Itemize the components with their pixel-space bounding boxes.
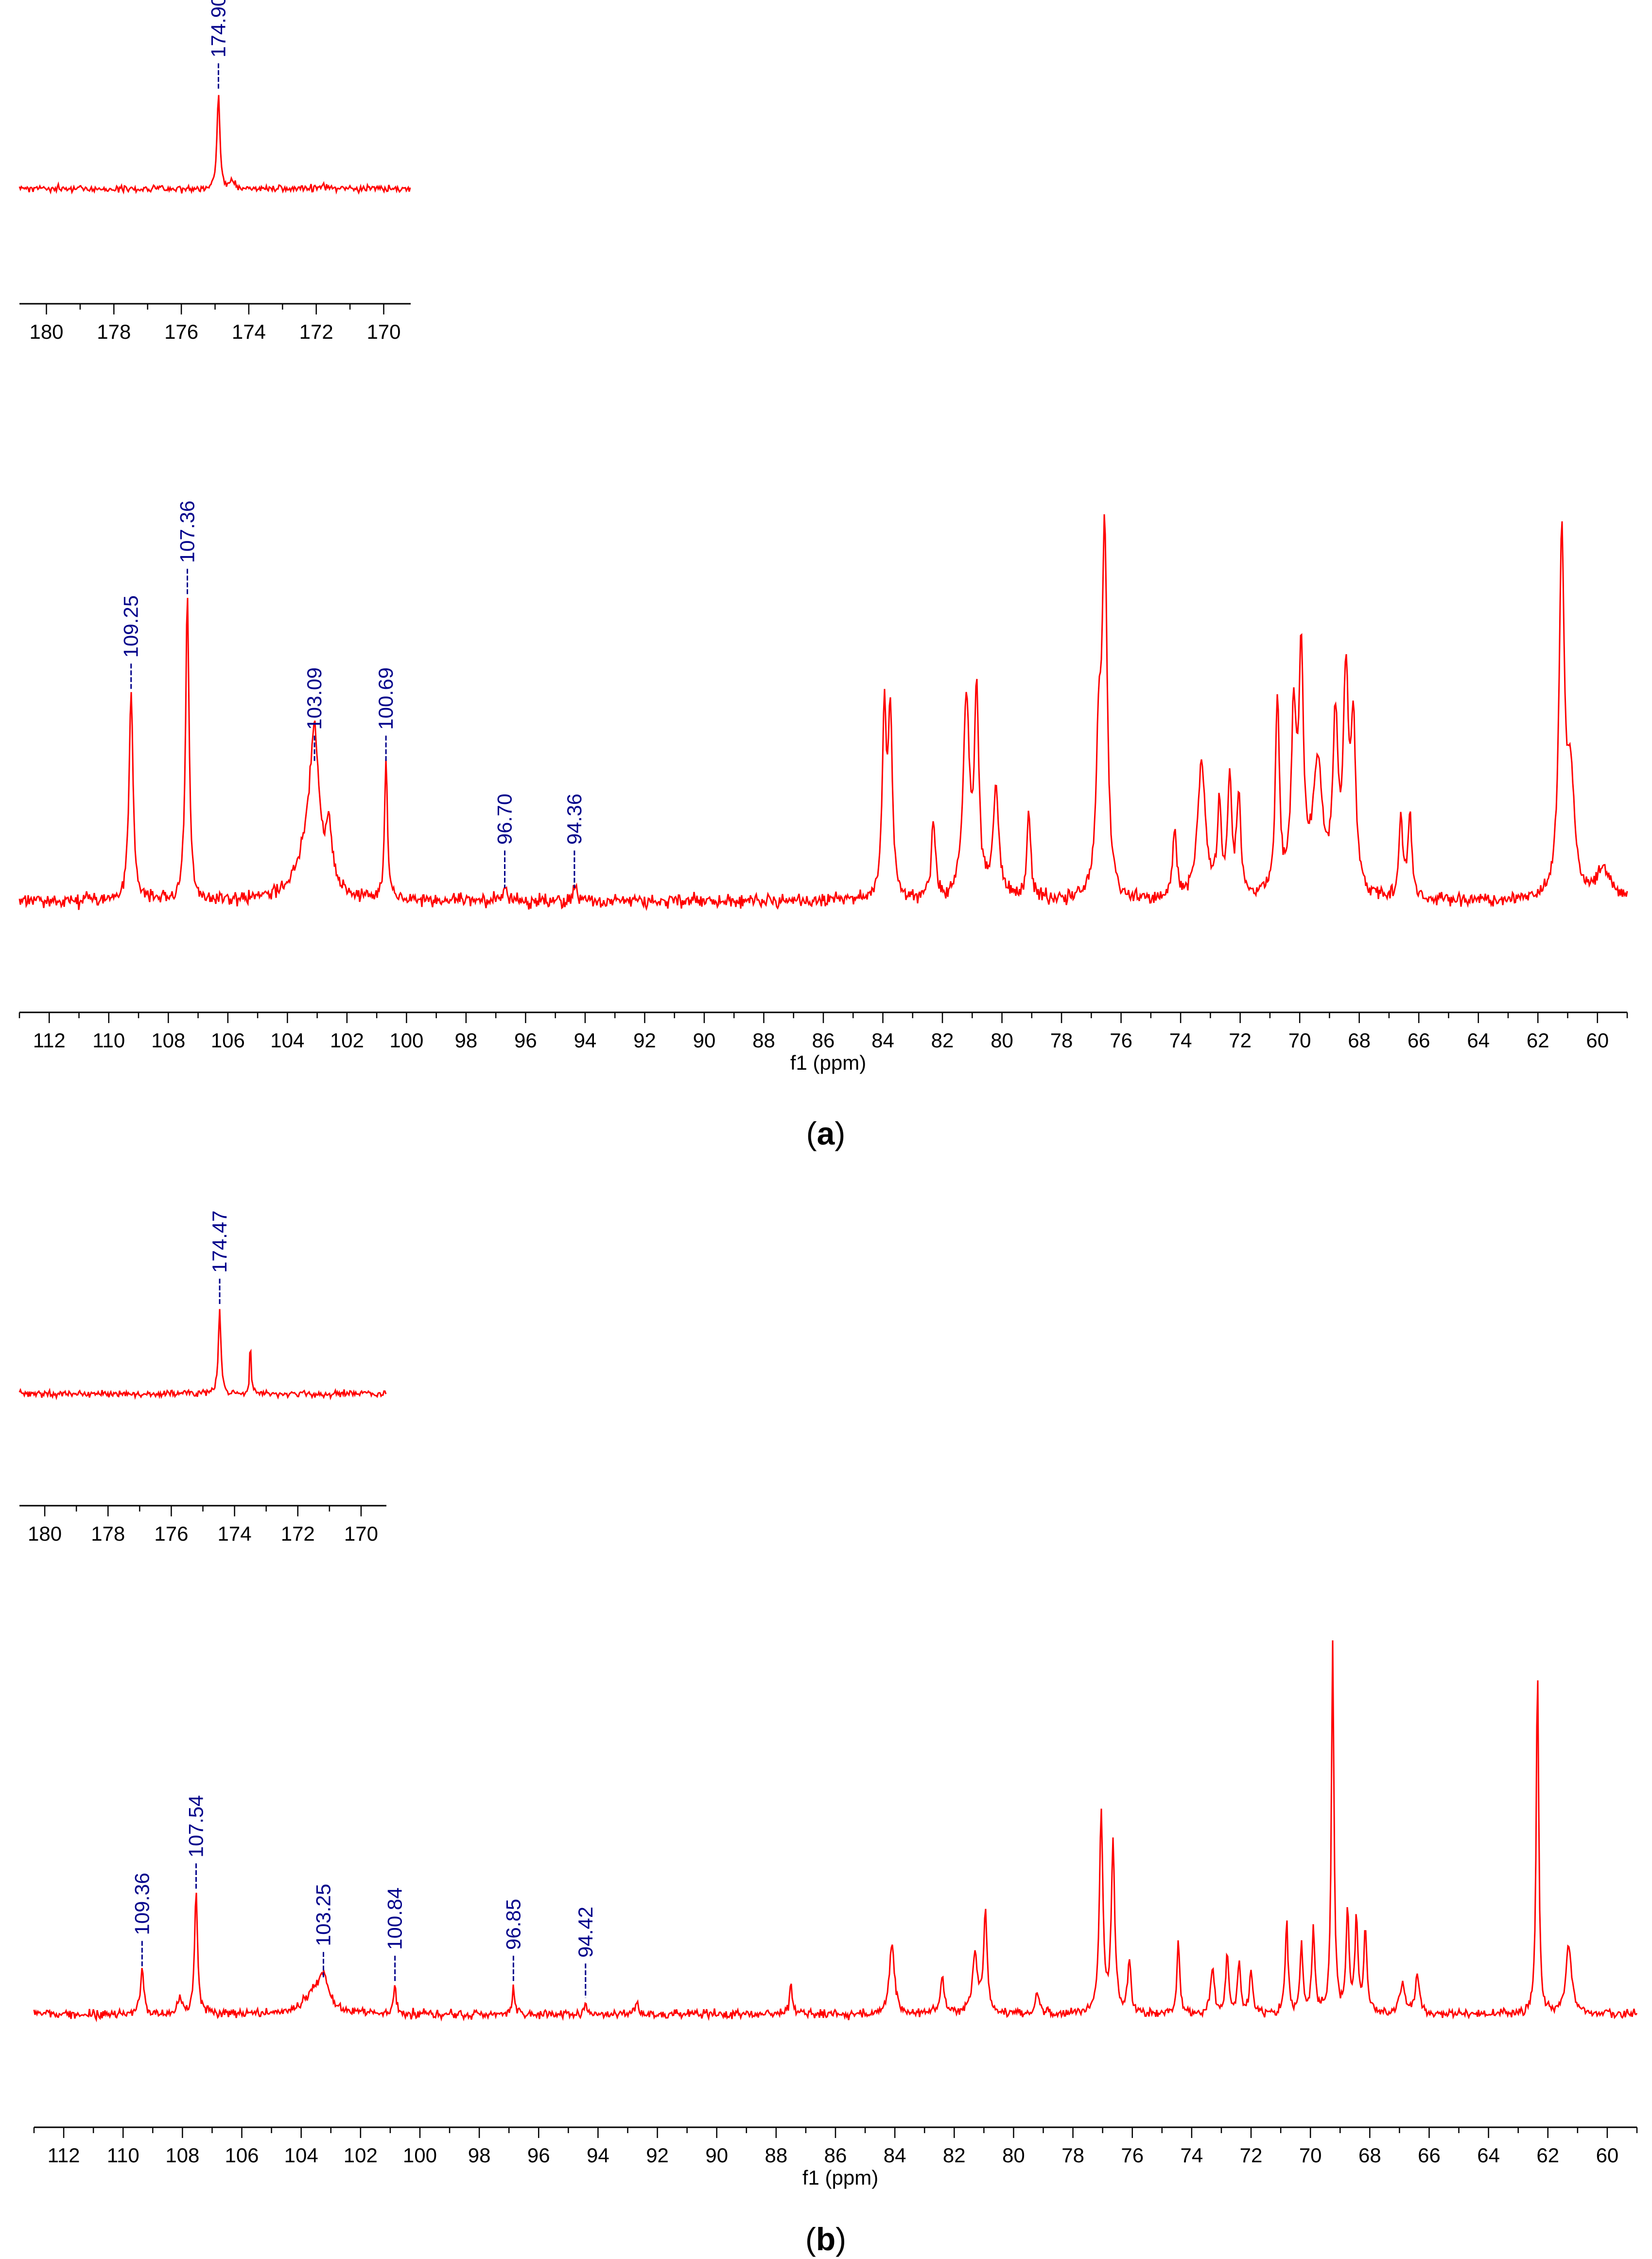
tick-label: 76 — [1121, 2144, 1144, 2167]
peak-label: 94.36 — [563, 794, 586, 845]
tick-label: 94 — [574, 1029, 597, 1052]
tick-label: 94 — [587, 2144, 609, 2167]
peak-label: 100.84 — [383, 1888, 406, 1950]
tick-label: 98 — [468, 2144, 491, 2167]
tick-label: 82 — [931, 1029, 954, 1052]
peak-label: 96.85 — [502, 1899, 524, 1950]
panel-b-caption: (b) — [805, 2221, 846, 2257]
tick-label: 92 — [633, 1029, 656, 1052]
peak-label: 109.25 — [120, 595, 142, 658]
tick-label: 70 — [1288, 1029, 1311, 1052]
tick-label: 178 — [97, 320, 131, 343]
tick-label: 170 — [344, 1522, 378, 1545]
tick-label: 100 — [389, 1029, 423, 1052]
tick-label: 60 — [1586, 1029, 1609, 1052]
tick-label: 70 — [1299, 2144, 1322, 2167]
spectrum-trace — [18, 514, 1628, 911]
tick-label: 96 — [527, 2144, 550, 2167]
x-axis-title: f1 (ppm) — [790, 1051, 866, 1074]
tick-label: 176 — [164, 320, 198, 343]
peak-label: 107.36 — [176, 501, 199, 563]
tick-label: 106 — [211, 1029, 245, 1052]
tick-label: 112 — [33, 1029, 66, 1052]
tick-label: 88 — [765, 2144, 787, 2167]
tick-label: 64 — [1467, 1029, 1490, 1052]
tick-label: 112 — [48, 2144, 80, 2167]
tick-label: 96 — [514, 1029, 537, 1052]
tick-label: 64 — [1477, 2144, 1500, 2167]
tick-label: 174 — [232, 320, 266, 343]
peak-label: 96.70 — [493, 794, 516, 845]
x-axis-title: f1 (ppm) — [802, 2166, 878, 2189]
tick-label: 78 — [1061, 2144, 1084, 2167]
tick-label: 172 — [281, 1522, 315, 1545]
tick-label: 68 — [1348, 1029, 1371, 1052]
peak-label: 109.36 — [130, 1873, 153, 1935]
tick-label: 174 — [218, 1522, 252, 1545]
tick-label: 62 — [1536, 2144, 1559, 2167]
spectrum-trace — [18, 95, 411, 195]
tick-label: 74 — [1181, 2144, 1203, 2167]
peak-label: 174.47 — [208, 1211, 231, 1273]
tick-label: 86 — [824, 2144, 847, 2167]
tick-label: 180 — [29, 320, 63, 343]
tick-label: 98 — [455, 1029, 478, 1052]
tick-label: 84 — [884, 2144, 906, 2167]
peak-label: 94.42 — [574, 1907, 597, 1958]
tick-label: 104 — [284, 2144, 318, 2167]
tick-label: 102 — [344, 2144, 378, 2167]
tick-label: 88 — [752, 1029, 775, 1052]
tick-label: 84 — [871, 1029, 894, 1052]
tick-label: 74 — [1169, 1029, 1192, 1052]
peak-label: 174.90 — [207, 0, 229, 57]
panel-a-caption: (a) — [806, 1115, 846, 1151]
panel-b-inset-spectrum: 180 178 176 174 172 170 174.47 — [18, 1211, 387, 1545]
tick-label: 106 — [225, 2144, 259, 2167]
tick-label: 178 — [91, 1522, 125, 1545]
tick-label: 72 — [1240, 2144, 1263, 2167]
peak-label: 100.69 — [374, 667, 397, 730]
spectrum-trace — [18, 1309, 387, 1401]
tick-label: 86 — [812, 1029, 835, 1052]
spectrum-trace — [33, 1640, 1638, 2023]
tick-label: 78 — [1050, 1029, 1073, 1052]
tick-label: 170 — [366, 320, 400, 343]
tick-label: 60 — [1596, 2144, 1619, 2167]
tick-label: 90 — [693, 1029, 716, 1052]
tick-label: 76 — [1110, 1029, 1132, 1052]
tick-label: 92 — [646, 2144, 669, 2167]
peak-label: 103.25 — [312, 1884, 334, 1946]
peak-label: 103.09 — [303, 667, 326, 730]
panel-a-main-spectrum: 112 110 108 106 104 102 100 98 96 94 92 90 88 86 84 82 8… — [18, 501, 1628, 1074]
tick-label: 104 — [270, 1029, 304, 1052]
tick-label: 100 — [403, 2144, 437, 2167]
tick-label: 66 — [1418, 2144, 1441, 2167]
tick-label: 66 — [1408, 1029, 1430, 1052]
tick-label: 80 — [1002, 2144, 1025, 2167]
tick-label: 102 — [330, 1029, 364, 1052]
tick-label: 172 — [299, 320, 333, 343]
tick-label: 176 — [154, 1522, 188, 1545]
tick-label: 62 — [1527, 1029, 1549, 1052]
tick-label: 110 — [107, 2144, 139, 2167]
tick-label: 108 — [151, 1029, 185, 1052]
tick-label: 180 — [28, 1522, 62, 1545]
peak-label: 107.54 — [184, 1795, 207, 1858]
tick-label: 110 — [92, 1029, 125, 1052]
tick-label: 108 — [165, 2144, 199, 2167]
tick-label: 82 — [943, 2144, 966, 2167]
tick-label: 90 — [705, 2144, 728, 2167]
panel-b-main-spectrum: 112 110 108 106 104 102 100 98 96 94 92 90 88 86 84 82 8… — [33, 1640, 1638, 2189]
tick-label: 72 — [1229, 1029, 1252, 1052]
tick-label: 68 — [1358, 2144, 1381, 2167]
tick-label: 80 — [991, 1029, 1013, 1052]
panel-a-inset-spectrum: 180 178 176 174 172 170 174.90 — [18, 0, 411, 343]
